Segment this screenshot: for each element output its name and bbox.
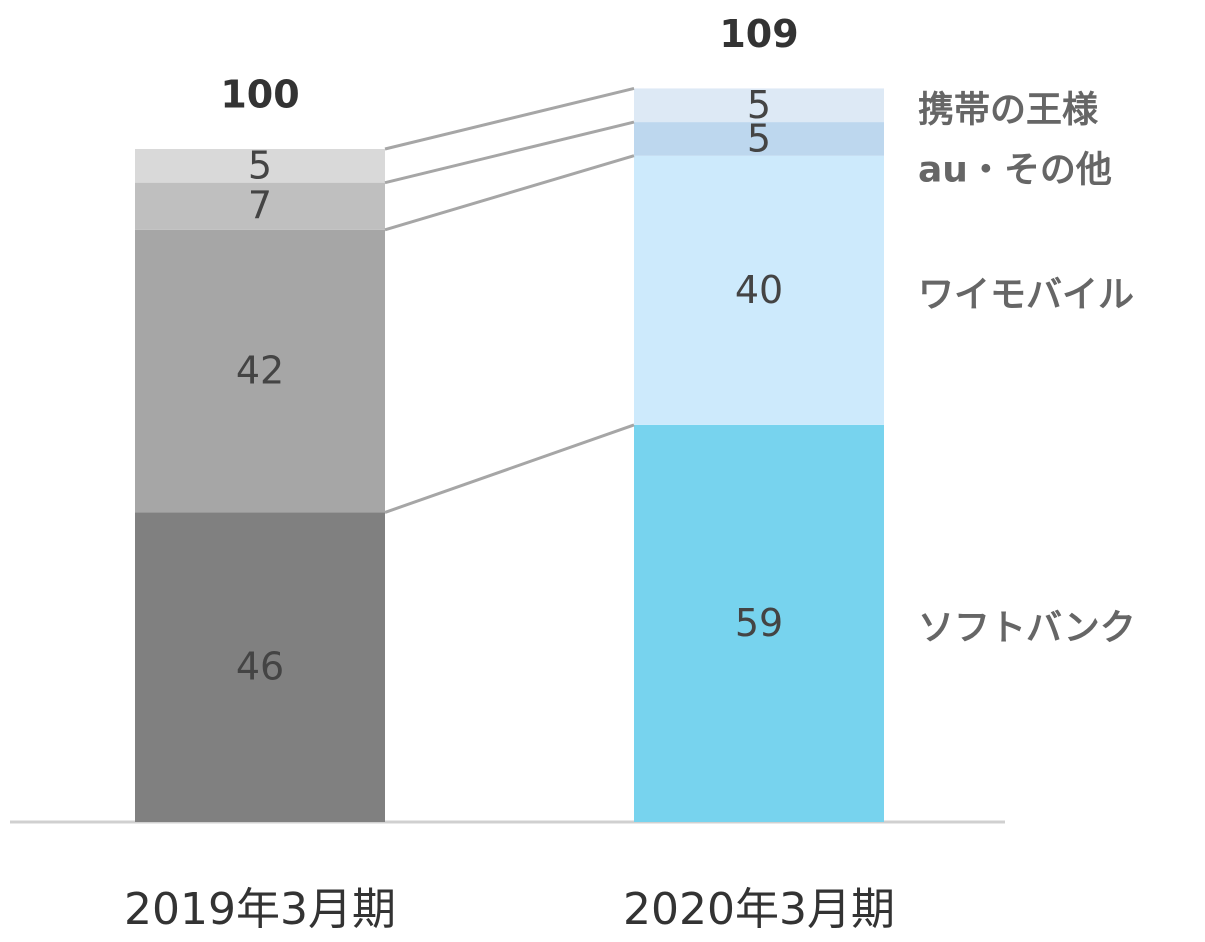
total-label: 109	[719, 12, 798, 56]
value-label: 42	[236, 349, 284, 393]
value-label: 46	[236, 645, 284, 689]
total-label: 100	[220, 73, 299, 117]
bar-segment	[135, 512, 385, 822]
value-label: 5	[747, 116, 771, 160]
bar-segment	[135, 182, 385, 230]
connector	[384, 423, 635, 514]
legend-label: au・その他	[918, 149, 1112, 190]
x-tick-label: 2019年3月期	[124, 884, 396, 935]
bar-segment	[634, 155, 884, 425]
bar-segment	[634, 122, 884, 156]
bar-segment	[634, 88, 884, 123]
value-label: 7	[248, 184, 272, 228]
value-label: 40	[735, 268, 783, 312]
legend-label: ワイモバイル	[918, 274, 1134, 315]
value-label: 59	[735, 601, 783, 645]
connector	[384, 86, 635, 151]
value-label: 5	[747, 83, 771, 127]
value-label: 5	[248, 143, 272, 187]
connector	[384, 120, 635, 185]
connector	[384, 154, 635, 232]
bar-segment	[634, 424, 884, 822]
bar-segment	[135, 229, 385, 513]
x-tick-label: 2020年3月期	[623, 884, 895, 935]
legend-label: ソフトバンク	[918, 607, 1136, 648]
legend-label: 携帯の王様	[918, 89, 1099, 130]
bar-segment	[135, 149, 385, 183]
